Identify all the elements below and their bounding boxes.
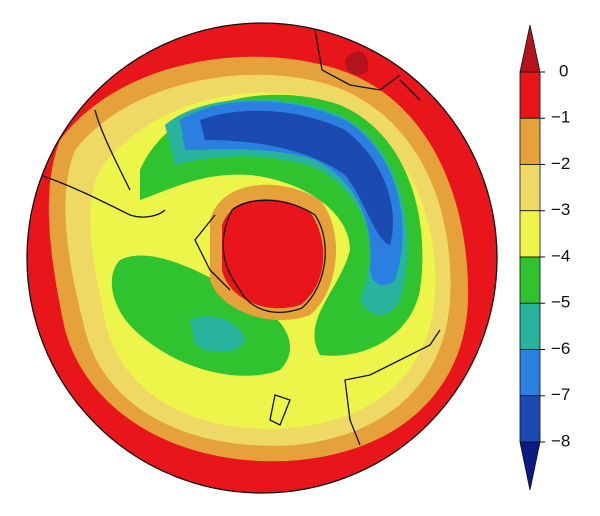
colorbar-under — [519, 441, 541, 491]
field-band — [345, 51, 369, 76]
colorbar-segment — [519, 256, 541, 304]
colorbar-segment — [519, 117, 541, 165]
colorbar-tick-label: −1 — [551, 108, 570, 127]
field-band — [190, 316, 245, 352]
colorbar-tick-label: −8 — [551, 431, 570, 450]
colorbar-tick-label: 0 — [559, 61, 568, 80]
colorbar-segment — [519, 395, 541, 443]
colorbar-segment — [519, 302, 541, 350]
coastline — [39, 109, 166, 218]
colorbar-tick-label: −3 — [551, 200, 570, 219]
coastline — [269, 329, 441, 446]
colorbar-tick-label: −4 — [551, 246, 570, 265]
polar-map — [27, 23, 497, 493]
field-band — [111, 255, 290, 376]
colorbar-segment — [519, 349, 541, 397]
coastline — [314, 29, 421, 101]
field-band — [222, 199, 324, 309]
colorbar-segment — [519, 71, 541, 119]
colorbar-tick-label: −7 — [551, 385, 570, 404]
field-band — [200, 110, 393, 246]
colorbar-over — [519, 24, 541, 73]
map-border — [26, 22, 498, 494]
colorbar-segment — [519, 164, 541, 212]
colorbar-tick-label: −2 — [551, 154, 570, 173]
colorbar: 0 −1 −2 −3 −4 −5 −6 −7 −8 — [519, 24, 570, 491]
colorbar-tick-label: −5 — [551, 293, 570, 312]
colorbar-segment — [519, 210, 541, 258]
colorbar-tick-label: −6 — [551, 339, 570, 358]
coastline — [194, 199, 326, 313]
